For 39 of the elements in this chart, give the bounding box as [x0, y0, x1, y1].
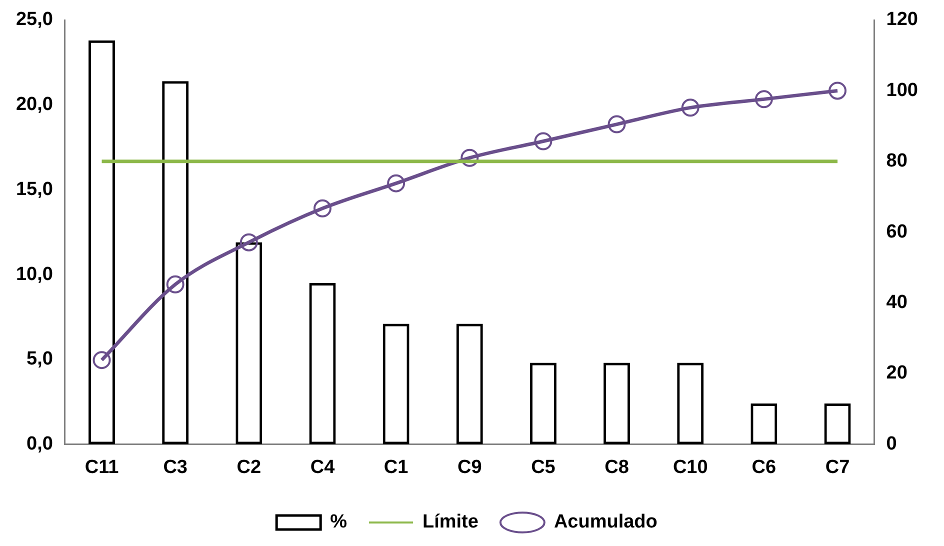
y-tick-label: 0,0: [26, 433, 53, 454]
legend-label: Acumulado: [554, 512, 658, 533]
y-tick-label: 20,0: [16, 94, 53, 116]
point: [387, 174, 406, 192]
point: [460, 148, 479, 167]
y2-tick-label: 60: [886, 221, 908, 242]
y-tick-label: 10,0: [16, 264, 53, 285]
x-tick-label: C4: [310, 456, 336, 478]
x-tick-label: C3: [163, 456, 188, 478]
x-tick-label: C7: [825, 456, 850, 478]
y2-tick-label: 40: [886, 292, 908, 314]
legend-label: %: [330, 512, 348, 533]
point: [681, 98, 700, 117]
point: [534, 132, 552, 150]
y2-tick-label: 0: [886, 433, 897, 454]
y-tick-label: 25,0: [16, 9, 53, 30]
y-tick-label: 15,0: [16, 178, 53, 200]
x-tick-label: C9: [457, 456, 482, 478]
y2-tick-label: 120: [886, 9, 918, 30]
bar: [88, 40, 116, 444]
point: [828, 82, 847, 100]
x-tick-label: C8: [604, 456, 629, 478]
legend-label: Límite: [422, 512, 478, 533]
x-tick-label: C6: [752, 456, 776, 478]
x-tick-label: C1: [384, 456, 409, 478]
point: [313, 199, 332, 218]
x-tick-label: C10: [672, 456, 708, 478]
x-tick-label: C5: [531, 456, 556, 478]
y2-tick-label: 100: [886, 80, 918, 101]
y-tick-label: 5,0: [26, 348, 53, 370]
x-tick-label: C11: [84, 456, 120, 478]
x-tick-label: C2: [236, 456, 262, 478]
point: [166, 275, 184, 294]
y2-tick-label: 20: [886, 362, 908, 384]
point: [754, 90, 773, 108]
point: [240, 233, 258, 252]
point: [608, 115, 626, 134]
point: [92, 351, 111, 370]
y2-tick-label: 80: [886, 150, 908, 172]
